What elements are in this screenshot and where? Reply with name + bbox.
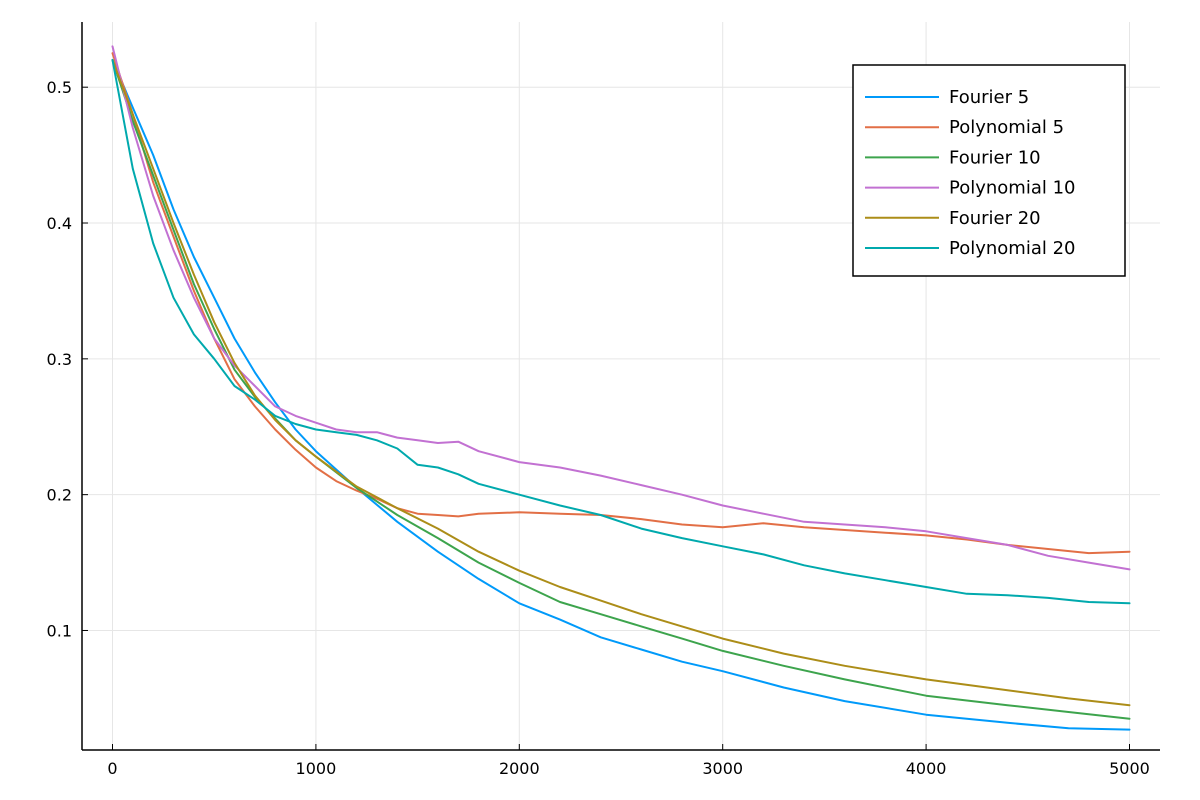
y-tick-label: 0.1 — [47, 621, 72, 640]
legend-box — [852, 64, 1126, 277]
series-line-polynomial-10 — [111, 45, 1131, 571]
legend-label-fourier-10: Fourier 10 — [949, 147, 1041, 168]
y-tick-label: 0.2 — [47, 486, 72, 505]
x-tick-label: 4000 — [906, 759, 947, 778]
y-axis-ticks: 0.1 0.2 0.3 0.4 0.5 — [47, 78, 88, 640]
y-tick-label: 0.5 — [47, 78, 72, 97]
legend-label-polynomial-5: Polynomial 5 — [949, 117, 1064, 138]
legend-label-polynomial-20: Polynomial 20 — [949, 238, 1076, 259]
legend-label-polynomial-10: Polynomial 10 — [949, 178, 1076, 199]
y-tick-label: 0.3 — [47, 350, 72, 369]
x-tick-label: 1000 — [296, 759, 337, 778]
x-tick-label: 0 — [107, 759, 117, 778]
series-lines — [111, 45, 1131, 731]
legend-label-fourier-5: Fourier 5 — [949, 87, 1029, 108]
legend: Fourier 5 Polynomial 5 Fourier 10 Polynomia… — [852, 64, 1126, 277]
legend-label-fourier-20: Fourier 20 — [949, 208, 1041, 229]
x-tick-label: 5000 — [1109, 759, 1150, 778]
x-tick-label: 3000 — [702, 759, 743, 778]
x-tick-label: 2000 — [499, 759, 540, 778]
series-line-fourier-5 — [111, 59, 1131, 731]
series-line-polynomial-5 — [111, 52, 1131, 555]
y-tick-label: 0.4 — [47, 214, 72, 233]
series-line-fourier-20 — [111, 59, 1131, 707]
x-axis-ticks: 0 1000 2000 3000 4000 5000 — [107, 744, 1150, 778]
axes — [81, 22, 1160, 751]
series-line-fourier-10 — [111, 59, 1131, 720]
series-line-polynomial-20 — [111, 59, 1131, 605]
